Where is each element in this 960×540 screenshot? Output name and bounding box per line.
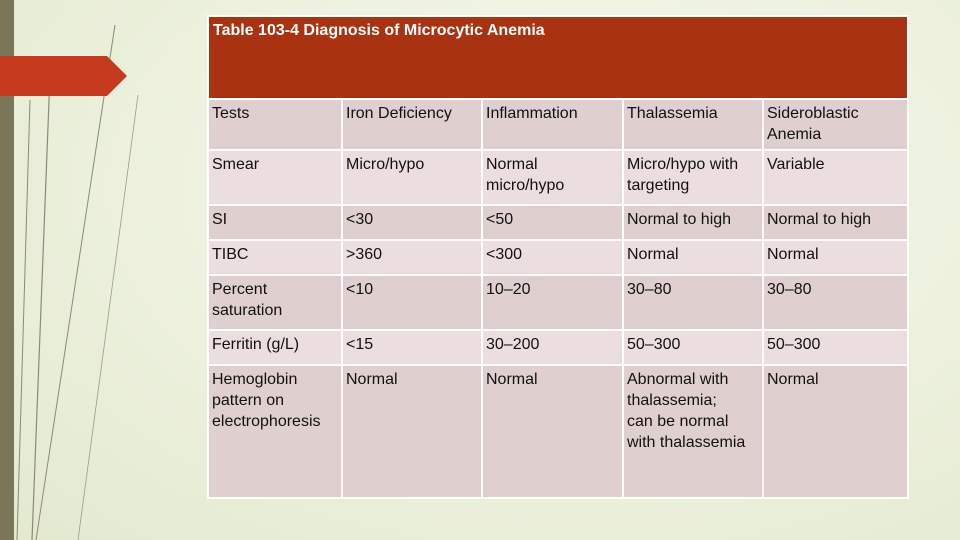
table-cell: Normal micro/hypo <box>481 149 624 206</box>
table-row: Ferritin (g/L) <15 30–200 50–300 50–300 <box>207 329 910 366</box>
table-cell: <10 <box>341 274 483 331</box>
table-cell: <50 <box>481 204 624 241</box>
table-cell: TIBC <box>207 239 343 276</box>
table-header-row: Tests Iron Deficiency Inflammation Thala… <box>207 98 910 151</box>
table-row: SI <30 <50 Normal to high Normal to high <box>207 204 910 241</box>
table-cell: Hemoglobin pattern on electrophoresis <box>207 364 343 499</box>
header-cell: Inflammation <box>481 98 624 151</box>
table-cell: 30–80 <box>622 274 764 331</box>
table-cell: Micro/hypo <box>341 149 483 206</box>
table-title-row: Table 103-4 Diagnosis of Microcytic Anem… <box>206 15 910 100</box>
table-cell: 50–300 <box>761 329 910 366</box>
table-cell: Abnormal with thalassemia; can be normal… <box>622 364 764 499</box>
table-title: Table 103-4 Diagnosis of Microcytic Anem… <box>206 15 910 100</box>
table-row: TIBC >360 <300 Normal Normal <box>207 239 910 276</box>
table-cell: Normal <box>761 364 910 499</box>
table-cell: Variable <box>761 149 910 206</box>
table-cell: Normal <box>481 364 624 499</box>
table-cell: 30–80 <box>761 274 910 331</box>
table-cell: Normal to high <box>622 204 764 241</box>
table-cell: Normal to high <box>761 204 910 241</box>
table-cell: <300 <box>481 239 624 276</box>
header-cell: Tests <box>207 98 343 151</box>
table-cell: Ferritin (g/L) <box>207 329 343 366</box>
table-cell: Micro/hypo with targeting <box>622 149 764 206</box>
table-cell: SI <box>207 204 343 241</box>
header-cell: Sideroblastic Anemia <box>761 98 910 151</box>
table-row: Smear Micro/hypo Normal micro/hypo Micro… <box>207 149 910 206</box>
arrow-tab-shape <box>0 56 127 96</box>
table-cell: <30 <box>341 204 483 241</box>
table-row: Hemoglobin pattern on electrophoresis No… <box>207 364 910 499</box>
table-cell: >360 <box>341 239 483 276</box>
table-cell: 30–200 <box>481 329 624 366</box>
left-accent-bar <box>0 0 14 540</box>
decorative-lines <box>16 24 139 540</box>
table-cell: Normal <box>761 239 910 276</box>
table-cell: Smear <box>207 149 343 206</box>
table-cell: Normal <box>341 364 483 499</box>
microcytic-anemia-table: Table 103-4 Diagnosis of Microcytic Anem… <box>206 15 910 499</box>
table-cell: 50–300 <box>622 329 764 366</box>
table-cell: Percent saturation <box>207 274 343 331</box>
table-cell: Normal <box>622 239 764 276</box>
header-cell: Iron Deficiency <box>341 98 483 151</box>
table-cell: <15 <box>341 329 483 366</box>
table-cell: 10–20 <box>481 274 624 331</box>
table-row: Percent saturation <10 10–20 30–80 30–80 <box>207 274 910 331</box>
header-cell: Thalassemia <box>622 98 764 151</box>
